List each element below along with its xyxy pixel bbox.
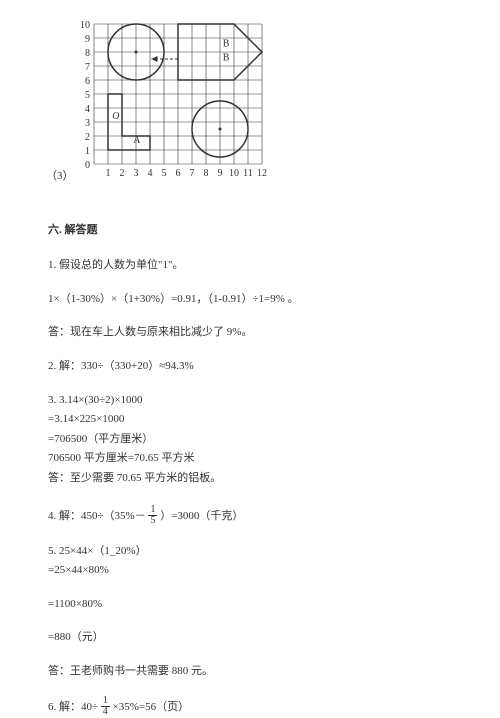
text-line: 答：王老师购书一共需要 880 元。 bbox=[48, 663, 452, 681]
text-line: 5. 25×44×（1_20%） bbox=[48, 543, 452, 561]
problem-5-step2: =1100×80% bbox=[48, 596, 452, 614]
svg-text:9: 9 bbox=[85, 34, 90, 45]
svg-text:7: 7 bbox=[190, 168, 195, 179]
svg-text:10: 10 bbox=[229, 168, 239, 179]
fraction-denominator: 5 bbox=[148, 516, 157, 526]
text-line: =706500（平方厘米） bbox=[48, 431, 452, 449]
problem-5-step1: =25×44×80% bbox=[48, 562, 452, 580]
text-line: =3.14×225×1000 bbox=[48, 411, 452, 429]
text-line: 3. 3.14×(30÷2)×1000 bbox=[48, 392, 452, 410]
text-line: =25×44×80% bbox=[48, 562, 452, 580]
svg-text:11: 11 bbox=[243, 168, 253, 179]
svg-text:0: 0 bbox=[85, 160, 90, 171]
problem-4: 4. 解：450÷（35%－ 1 5 ）=3000（千克） bbox=[48, 506, 452, 527]
svg-text:B: B bbox=[223, 52, 230, 63]
chart-container: （3） 109876543210123456789101112BBOA bbox=[76, 20, 452, 192]
fraction-numerator: 1 bbox=[148, 505, 157, 516]
svg-text:4: 4 bbox=[85, 104, 90, 115]
text-line: 答：现在车上人数与原来相比减少了 9%。 bbox=[48, 324, 452, 342]
svg-text:A: A bbox=[133, 135, 141, 146]
problem-3-cont: =3.14×225×1000 =706500（平方厘米） 706500 平方厘米… bbox=[48, 411, 452, 487]
chart-number-label: （3） bbox=[46, 168, 74, 186]
svg-text:4: 4 bbox=[148, 168, 153, 179]
grid-chart: 109876543210123456789101112BBOA bbox=[76, 20, 276, 185]
svg-text:9: 9 bbox=[218, 168, 223, 179]
svg-text:10: 10 bbox=[80, 20, 90, 31]
text-line: 1×（1-30%）×（1+30%）=0.91，（1-0.91）÷1=9% 。 bbox=[48, 291, 452, 309]
svg-text:5: 5 bbox=[85, 90, 90, 101]
svg-text:1: 1 bbox=[106, 168, 111, 179]
fraction-denominator: 4 bbox=[101, 707, 110, 717]
problem-1-calc: 1×（1-30%）×（1+30%）=0.91，（1-0.91）÷1=9% 。 bbox=[48, 291, 452, 309]
text-line: 答：至少需要 70.65 平方米的铝板。 bbox=[48, 470, 452, 488]
fraction: 1 4 bbox=[101, 696, 110, 717]
problem-1: 1. 假设总的人数为单位"1"。 bbox=[48, 257, 452, 275]
svg-text:2: 2 bbox=[85, 132, 90, 143]
svg-text:2: 2 bbox=[120, 168, 125, 179]
problem-3: 3. 3.14×(30÷2)×1000 bbox=[48, 392, 452, 410]
problem-6: 6. 解：40÷ 1 4 ×35%=56（页） bbox=[48, 697, 452, 718]
text-line: 2. 解：330÷（330+20）≈94.3% bbox=[48, 358, 452, 376]
svg-text:8: 8 bbox=[204, 168, 209, 179]
text-line: 706500 平方厘米=70.65 平方米 bbox=[48, 450, 452, 468]
problem-2: 2. 解：330÷（330+20）≈94.3% bbox=[48, 358, 452, 376]
section-title: 六. 解答题 bbox=[48, 222, 452, 240]
text-line: =880（元） bbox=[48, 629, 452, 647]
svg-text:7: 7 bbox=[85, 62, 90, 73]
text-span: 4. 解：450÷（35%－ bbox=[48, 510, 148, 522]
svg-text:8: 8 bbox=[85, 48, 90, 59]
svg-text:B: B bbox=[223, 38, 230, 49]
text-line: =1100×80% bbox=[48, 596, 452, 614]
svg-text:6: 6 bbox=[176, 168, 181, 179]
svg-text:3: 3 bbox=[134, 168, 139, 179]
problem-5-step3: =880（元） bbox=[48, 629, 452, 647]
svg-text:12: 12 bbox=[257, 168, 267, 179]
fraction-numerator: 1 bbox=[101, 696, 110, 707]
problem-5: 5. 25×44×（1_20%） bbox=[48, 543, 452, 561]
text-span: ）=3000（千克） bbox=[160, 510, 243, 522]
svg-text:6: 6 bbox=[85, 76, 90, 87]
svg-text:1: 1 bbox=[85, 146, 90, 157]
problem-5-answer: 答：王老师购书一共需要 880 元。 bbox=[48, 663, 452, 681]
text-line: 1. 假设总的人数为单位"1"。 bbox=[48, 257, 452, 275]
svg-text:O: O bbox=[112, 111, 119, 122]
svg-text:3: 3 bbox=[85, 118, 90, 129]
svg-text:5: 5 bbox=[162, 168, 167, 179]
problem-1-answer: 答：现在车上人数与原来相比减少了 9%。 bbox=[48, 324, 452, 342]
fraction: 1 5 bbox=[148, 505, 157, 526]
